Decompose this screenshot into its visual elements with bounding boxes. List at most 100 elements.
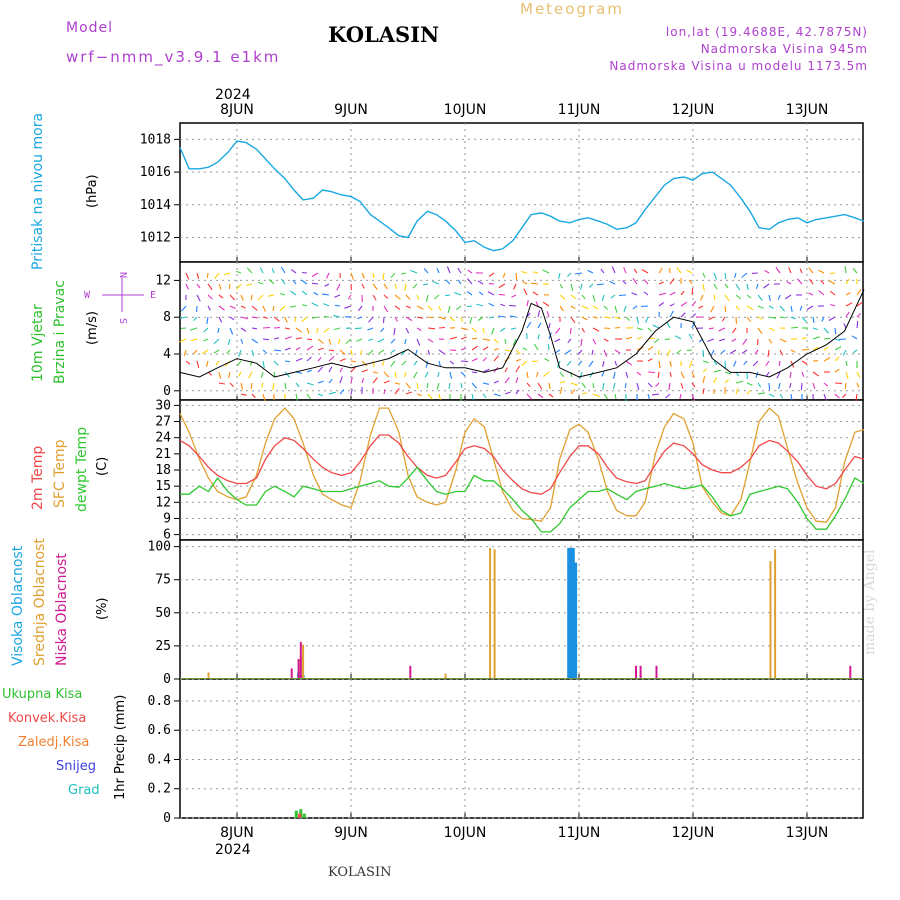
wind-arrow bbox=[702, 283, 705, 292]
wind-arrow bbox=[559, 387, 563, 395]
wind-arrow bbox=[691, 313, 697, 318]
wind-arrow bbox=[610, 294, 616, 299]
wind-arrow bbox=[845, 371, 849, 379]
wind-arrow bbox=[823, 327, 830, 334]
wind-arrow bbox=[513, 283, 517, 290]
wind-arrow bbox=[664, 338, 671, 341]
wind-arrow bbox=[262, 326, 271, 329]
wind-arrow bbox=[323, 303, 330, 307]
wind-arrow bbox=[844, 382, 847, 390]
wind-arrow bbox=[532, 271, 539, 274]
wind-arrow bbox=[372, 272, 375, 279]
wind-arrow bbox=[526, 371, 529, 378]
wind-arrow bbox=[471, 337, 477, 340]
wind-arrow bbox=[834, 393, 840, 399]
wind-arrow bbox=[334, 304, 341, 307]
wind-arrow bbox=[828, 280, 836, 285]
precip-unit: 1hr Precip (mm) bbox=[113, 695, 128, 800]
sfc-temp-line bbox=[179, 407, 865, 523]
wind-arrow bbox=[467, 278, 473, 285]
wind-arrow bbox=[444, 294, 451, 297]
wind-arrow bbox=[295, 382, 300, 388]
wind-arrow bbox=[295, 371, 303, 374]
wind-arrow bbox=[801, 371, 805, 377]
wind-arrow bbox=[688, 360, 693, 368]
wind-arrow bbox=[482, 368, 490, 373]
wind-arrow bbox=[280, 292, 286, 296]
wind-arrow bbox=[713, 360, 718, 366]
wind-arrow bbox=[416, 327, 422, 331]
wind-arrow bbox=[647, 327, 652, 332]
wind-arrow bbox=[834, 338, 840, 342]
y-tick-label: 1012 bbox=[140, 230, 171, 245]
wind-arrow bbox=[377, 338, 385, 343]
wind-arrow bbox=[746, 294, 752, 299]
wind-arrow bbox=[603, 316, 611, 319]
wind-arrow bbox=[601, 294, 605, 301]
wind-arrow bbox=[625, 316, 630, 321]
wind-arrow bbox=[710, 305, 715, 313]
wind-arrow bbox=[262, 316, 268, 319]
wind-arrow bbox=[289, 290, 297, 296]
wind-arrow bbox=[658, 301, 665, 307]
wind-arrow bbox=[614, 316, 621, 320]
wind-arrow bbox=[603, 393, 608, 400]
wind-arrow bbox=[674, 335, 682, 340]
wind-arrow bbox=[438, 360, 442, 367]
footer-station: KOLASIN bbox=[328, 865, 391, 880]
year-top-label: 2024 bbox=[215, 87, 251, 103]
wind-arrow bbox=[512, 338, 517, 346]
wind-arrow bbox=[251, 349, 255, 356]
wind-arrow bbox=[809, 278, 814, 285]
wind-arrow bbox=[592, 316, 599, 319]
wind-arrow bbox=[509, 315, 517, 318]
wind-arrow bbox=[855, 393, 858, 401]
wind-arrow bbox=[818, 290, 825, 296]
wind-arrow bbox=[856, 302, 863, 307]
wind-arrow bbox=[217, 327, 220, 334]
wind-arrow bbox=[471, 357, 478, 362]
wind-arrow bbox=[779, 316, 786, 319]
low-cloud-bar bbox=[635, 665, 637, 679]
wind-arrow bbox=[845, 311, 850, 318]
wind-arrow bbox=[752, 360, 759, 367]
wind-arrow bbox=[515, 349, 521, 355]
wind-arrow bbox=[240, 327, 247, 332]
wind-speed-line bbox=[179, 289, 865, 378]
wind-arrow bbox=[400, 272, 407, 275]
wind-arrow bbox=[768, 338, 773, 344]
y-tick-label: 12 bbox=[155, 273, 171, 288]
wind-arrow bbox=[713, 377, 717, 384]
wind-arrow bbox=[273, 371, 276, 377]
cloud-label-1: Visoka Oblacnost bbox=[10, 545, 26, 666]
wind-arrow bbox=[767, 349, 770, 357]
wind-arrow bbox=[471, 345, 479, 351]
station-title: KOLASIN bbox=[328, 22, 440, 47]
wind-arrow bbox=[295, 393, 298, 401]
wind-arrow bbox=[224, 272, 231, 276]
wind-arrow bbox=[581, 305, 589, 310]
wind-arrow bbox=[856, 371, 861, 378]
wind-arrow bbox=[658, 292, 666, 296]
wind-arrow bbox=[427, 338, 434, 343]
date-label-bottom: 12JUN bbox=[672, 825, 715, 841]
compass-icon: N W E S bbox=[84, 272, 156, 324]
wind-arrow bbox=[746, 316, 752, 323]
wind-arrow bbox=[405, 294, 411, 300]
wind-arrow bbox=[196, 272, 200, 279]
wind-arrow bbox=[757, 392, 765, 395]
wind-arrow bbox=[555, 349, 561, 354]
wind-arrow bbox=[856, 313, 861, 318]
wind-arrow bbox=[515, 358, 521, 362]
wind-arrow bbox=[218, 305, 225, 311]
wind-arrow bbox=[300, 279, 308, 285]
wind-arrow bbox=[718, 327, 726, 332]
wind-arrow bbox=[823, 337, 831, 340]
wind-arrow bbox=[350, 349, 353, 356]
wind-arrow bbox=[206, 272, 209, 279]
y-tick-label: 8 bbox=[163, 310, 171, 325]
y-tick-label: 0.4 bbox=[148, 752, 172, 767]
wind-arrow bbox=[207, 305, 211, 311]
wind-arrow bbox=[437, 371, 440, 378]
